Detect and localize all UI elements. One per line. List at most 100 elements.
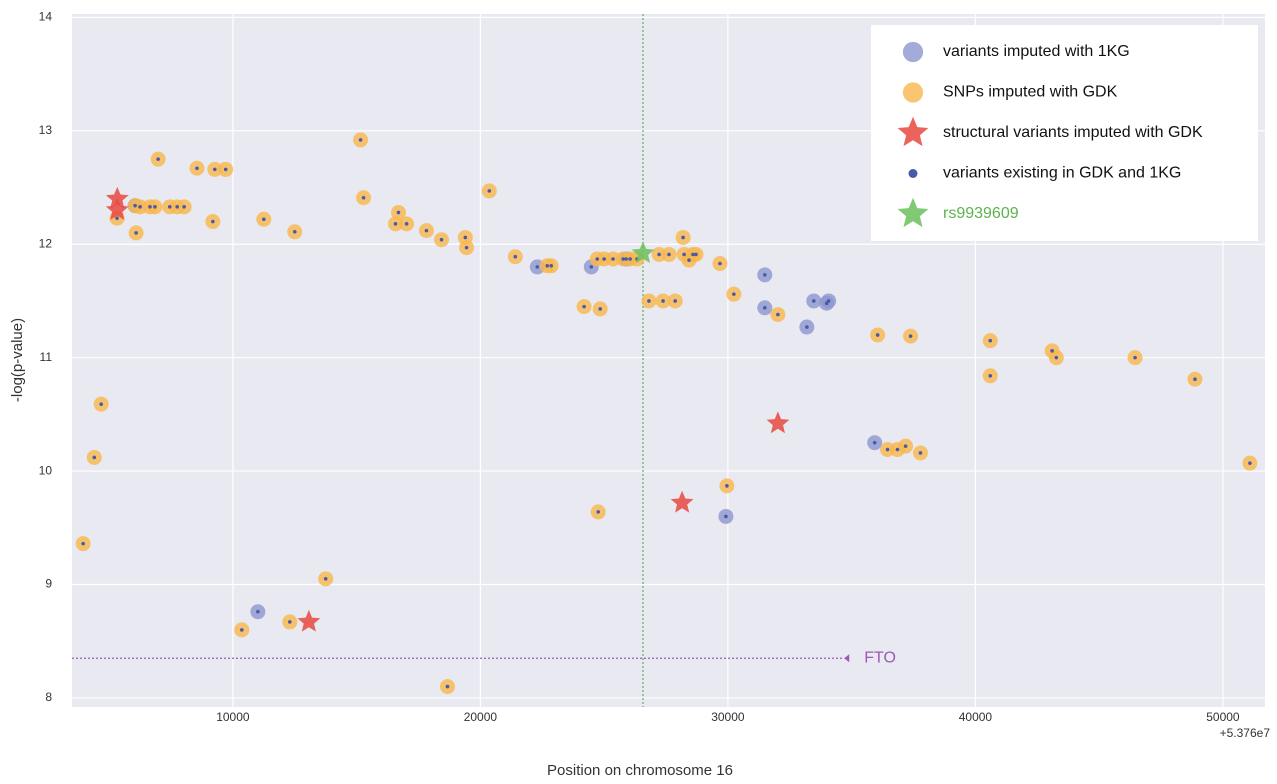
point-dot: [487, 189, 492, 193]
point-dot: [1193, 377, 1197, 382]
point-dot: [589, 265, 594, 269]
point-dot: [138, 205, 142, 209]
point-dot: [292, 229, 297, 234]
legend-label: SNPs imputed with GDK: [943, 84, 1118, 101]
point-dot: [776, 312, 780, 317]
point-dot: [908, 334, 913, 338]
point-dot: [582, 304, 586, 309]
point-dot: [1133, 355, 1137, 360]
legend-marker: [897, 197, 929, 228]
point-dot: [288, 620, 292, 624]
legend-label: structural variants imputed with GDK: [943, 124, 1203, 141]
x-tick-label: 10000: [216, 710, 250, 724]
point-dot: [657, 252, 661, 257]
point-dot: [463, 235, 468, 240]
point-dot: [213, 167, 217, 172]
marks: [75, 132, 1258, 695]
point-dot: [1050, 349, 1054, 353]
point-dot: [885, 447, 890, 452]
point-dot: [681, 235, 685, 240]
point-dot: [611, 257, 615, 261]
legend: variants imputed with 1KG SNPs imputed wi…: [871, 25, 1258, 241]
point-dot: [396, 210, 401, 215]
point-dot: [1054, 355, 1059, 360]
point-dot: [595, 257, 600, 261]
y-tick-label: 9: [45, 577, 52, 591]
point-dot: [602, 257, 606, 261]
star: [631, 241, 655, 263]
point-dot: [673, 299, 677, 303]
y-tick-label: 10: [39, 463, 53, 477]
star: [670, 490, 694, 513]
point-dot: [175, 205, 179, 209]
point-dot: [826, 299, 831, 303]
point-dot: [223, 167, 228, 172]
point-dot: [404, 222, 409, 226]
point-dot: [358, 138, 363, 142]
star: [105, 186, 129, 209]
legend-marker: [902, 41, 924, 63]
point-dot: [134, 231, 138, 235]
x-tick-label: 20000: [464, 710, 498, 724]
point-dot: [1248, 461, 1252, 465]
point-dot: [535, 265, 540, 269]
point-dot: [694, 252, 698, 257]
x-tick-label: 30000: [711, 710, 745, 724]
point-dot: [361, 195, 366, 200]
point-dot: [598, 307, 602, 311]
point-dot: [762, 273, 767, 277]
point-dot: [133, 203, 137, 208]
point-dot: [323, 577, 328, 581]
point-dot: [691, 252, 695, 257]
star: [766, 411, 790, 434]
point-dot: [895, 447, 900, 452]
point-dot: [195, 166, 199, 171]
point-dot: [115, 216, 119, 220]
point-dot: [81, 541, 85, 546]
point-dot: [153, 205, 157, 209]
point-dot: [621, 257, 626, 261]
point-dot: [918, 451, 923, 455]
point-dot: [988, 338, 993, 343]
point-dot: [99, 402, 104, 406]
point-dot: [667, 252, 671, 257]
point-dot: [762, 305, 767, 310]
y-tick-label: 8: [45, 690, 52, 704]
point-dot: [256, 609, 260, 614]
point-dot: [424, 228, 429, 233]
point-dot: [725, 484, 729, 488]
point-dot: [596, 510, 601, 514]
point-dot: [545, 263, 550, 268]
point-dot: [875, 333, 880, 337]
point-dot: [513, 254, 518, 259]
x-offset-label: +5.376e7: [1220, 726, 1271, 740]
point-dot: [445, 684, 450, 689]
point-dot: [262, 217, 266, 222]
legend-label: variants existing in GDK and 1KG: [943, 165, 1181, 182]
legend-marker: [902, 82, 924, 103]
legend-label: rs9939609: [943, 205, 1019, 222]
legend-marker: [908, 169, 918, 178]
legend-label: variants imputed with 1KG: [943, 43, 1130, 60]
point-dot: [393, 222, 398, 226]
grid: [72, 14, 1265, 707]
point-dot: [872, 440, 877, 445]
point-dot: [624, 257, 628, 261]
y-axis-label: -log(p-value): [9, 318, 26, 402]
point-dot: [211, 219, 215, 224]
point-dot: [92, 455, 97, 460]
point-dot: [724, 514, 728, 519]
point-dot: [167, 205, 172, 209]
point-dot: [156, 157, 160, 161]
x-tick-label: 50000: [1206, 710, 1240, 724]
x-axis-label: Position on chromosome 16: [547, 762, 733, 779]
legend-box: [871, 25, 1258, 241]
star: [297, 609, 321, 632]
annotation-text: FTO: [864, 649, 896, 666]
annotation-arrow: [844, 654, 850, 663]
point-dot: [464, 245, 469, 250]
point-dot: [811, 299, 816, 303]
point-dot: [647, 299, 651, 303]
point-dot: [628, 257, 632, 261]
